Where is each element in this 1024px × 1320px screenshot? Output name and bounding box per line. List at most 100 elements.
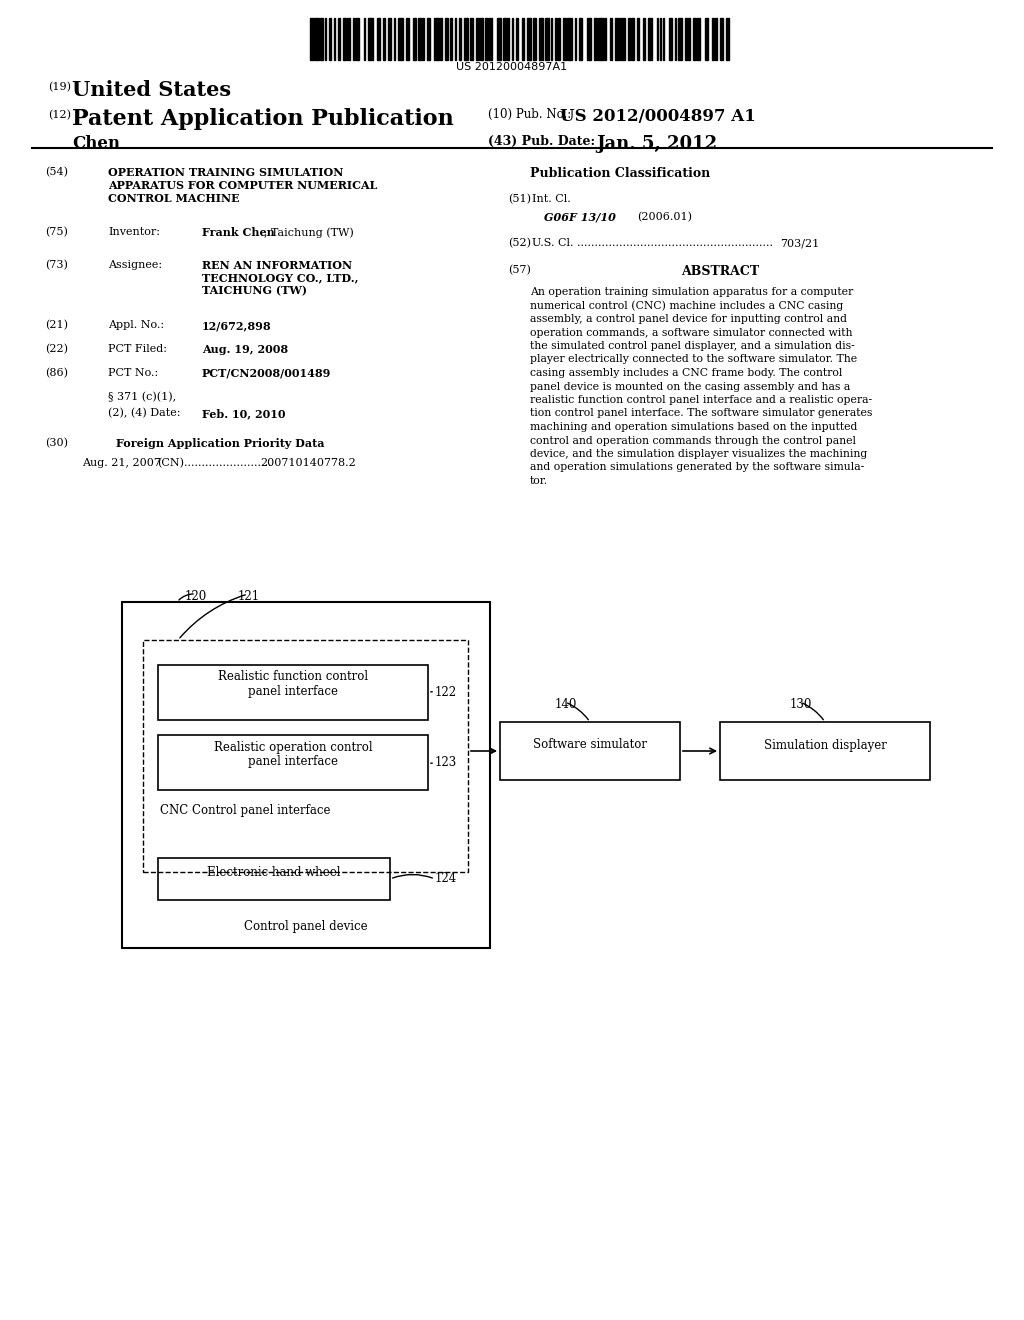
Text: Publication Classification: Publication Classification (529, 168, 710, 180)
Bar (579, 18, 582, 59)
Bar (558, 18, 559, 59)
Text: and operation simulations generated by the software simula-: and operation simulations generated by t… (530, 462, 864, 473)
Text: (52): (52) (508, 238, 531, 248)
Text: 140: 140 (555, 698, 578, 711)
Text: realistic function control panel interface and a realistic opera-: realistic function control panel interfa… (530, 395, 872, 405)
Bar (476, 18, 479, 59)
Bar (551, 18, 552, 59)
Bar (720, 722, 930, 780)
Bar (516, 18, 518, 59)
Bar (338, 18, 340, 59)
Text: Control panel device: Control panel device (244, 920, 368, 933)
Bar (480, 18, 483, 59)
Text: assembly, a control panel device for inputting control and: assembly, a control panel device for inp… (530, 314, 847, 323)
Bar (643, 18, 645, 59)
Bar (574, 18, 577, 59)
Bar (522, 18, 523, 59)
Bar (406, 18, 409, 59)
Bar (314, 18, 318, 59)
Text: Feb. 10, 2010: Feb. 10, 2010 (202, 408, 286, 418)
Text: US 20120004897A1: US 20120004897A1 (457, 62, 567, 73)
Text: Patent Application Publication: Patent Application Publication (72, 108, 454, 129)
Text: (21): (21) (45, 319, 68, 330)
Bar (555, 18, 557, 59)
Text: (30): (30) (45, 438, 68, 449)
Text: Software simulator: Software simulator (534, 738, 647, 751)
Bar (422, 18, 424, 59)
Bar (604, 18, 606, 59)
Text: machining and operation simulations based on the inputted: machining and operation simulations base… (530, 422, 857, 432)
Text: (51): (51) (508, 194, 531, 205)
Text: (22): (22) (45, 345, 68, 354)
Bar (369, 18, 373, 59)
Bar (364, 18, 366, 59)
Bar (720, 18, 723, 59)
Bar (321, 18, 324, 59)
Bar (532, 18, 536, 59)
Text: G06F 13/10: G06F 13/10 (544, 213, 615, 223)
Text: device, and the simulation displayer visualizes the machining: device, and the simulation displayer vis… (530, 449, 867, 459)
Bar (122, 602, 490, 948)
Text: (12): (12) (48, 110, 71, 120)
Text: (2006.01): (2006.01) (637, 213, 692, 222)
Bar (587, 18, 591, 59)
Bar (485, 18, 487, 59)
Text: , Taichung (TW): , Taichung (TW) (264, 227, 353, 238)
Bar (648, 18, 652, 59)
Text: (10) Pub. No.:: (10) Pub. No.: (488, 108, 571, 121)
Bar (497, 18, 502, 59)
Bar (343, 18, 346, 59)
Bar (500, 722, 680, 780)
Bar (158, 665, 428, 719)
Bar (388, 18, 391, 59)
Text: PCT/CN2008/001489: PCT/CN2008/001489 (202, 368, 332, 379)
Bar (632, 18, 634, 59)
Bar (715, 18, 717, 59)
Text: 130: 130 (790, 698, 812, 711)
Bar (620, 18, 621, 59)
Text: Assignee:: Assignee: (108, 260, 162, 271)
Text: (73): (73) (45, 260, 68, 271)
Text: control and operation commands through the control panel: control and operation commands through t… (530, 436, 856, 446)
Bar (726, 18, 728, 59)
Text: Foreign Application Priority Data: Foreign Application Priority Data (116, 438, 325, 449)
Text: An operation training simulation apparatus for a computer: An operation training simulation apparat… (530, 286, 853, 297)
Bar (413, 18, 416, 59)
Text: (75): (75) (45, 227, 68, 238)
Text: CNC Control panel interface: CNC Control panel interface (160, 804, 331, 817)
Bar (353, 18, 355, 59)
Text: (19): (19) (48, 82, 71, 92)
Bar (393, 18, 395, 59)
Bar (143, 640, 468, 873)
Bar (464, 18, 468, 59)
Text: 124: 124 (435, 873, 458, 886)
Text: (86): (86) (45, 368, 68, 379)
Bar (712, 18, 714, 59)
Bar (692, 18, 695, 59)
Text: OPERATION TRAINING SIMULATION
APPARATUS FOR COMPUTER NUMERICAL
CONTROL MACHINE: OPERATION TRAINING SIMULATION APPARATUS … (108, 168, 378, 203)
Bar (334, 18, 336, 59)
Bar (697, 18, 700, 59)
Text: Chen: Chen (72, 135, 120, 152)
Text: (57): (57) (508, 265, 530, 276)
Bar (598, 18, 603, 59)
Text: 12/672,898: 12/672,898 (202, 319, 271, 331)
Text: Realistic operation control
panel interface: Realistic operation control panel interf… (214, 741, 373, 768)
Bar (675, 18, 676, 59)
Text: ABSTRACT: ABSTRACT (681, 265, 759, 279)
Bar (347, 18, 350, 59)
Bar (489, 18, 493, 59)
Text: numerical control (CNC) machine includes a CNC casing: numerical control (CNC) machine includes… (530, 301, 843, 312)
Bar (526, 18, 531, 59)
Text: Aug. 21, 2007: Aug. 21, 2007 (82, 458, 161, 469)
Text: § 371 (c)(1),: § 371 (c)(1), (108, 392, 176, 403)
Bar (325, 18, 327, 59)
Bar (444, 18, 447, 59)
Bar (567, 18, 571, 59)
Text: (2), (4) Date:: (2), (4) Date: (108, 408, 180, 418)
Bar (610, 18, 612, 59)
Bar (623, 18, 626, 59)
Bar (512, 18, 513, 59)
Text: Frank Chen: Frank Chen (202, 227, 274, 238)
Text: (54): (54) (45, 168, 68, 177)
